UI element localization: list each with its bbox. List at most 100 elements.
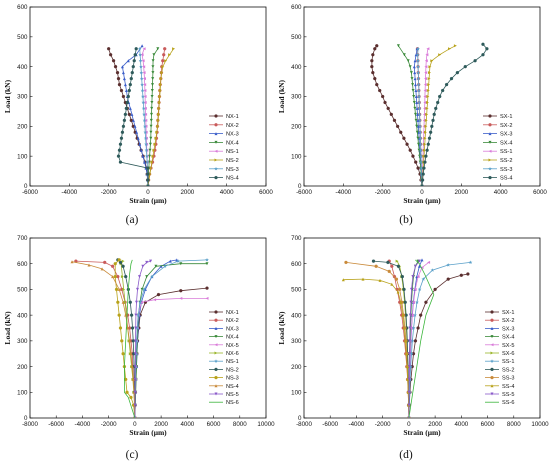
data-point-NS-4 — [130, 70, 134, 75]
data-point-NX-4 — [150, 95, 154, 98]
legend-marker — [488, 123, 492, 127]
data-point-NS-1 — [205, 257, 209, 262]
data-point-SX-5 — [412, 300, 416, 304]
data-point-SS-2 — [426, 101, 429, 104]
panel-caption: (b) — [399, 214, 413, 226]
data-point-NX-4 — [156, 47, 160, 51]
data-point-SS-1 — [426, 47, 430, 51]
data-point-NS-4 — [146, 166, 150, 170]
data-point-SX-3 — [415, 106, 419, 110]
data-point-NS-2 — [159, 83, 163, 87]
x-tick-label: 2000 — [428, 421, 442, 428]
data-point-NX-4 — [151, 83, 154, 87]
x-tick-label: 8000 — [233, 421, 247, 428]
data-point-SX-3 — [415, 101, 419, 104]
data-point-SS-2 — [423, 136, 427, 140]
data-point-SS-4 — [432, 112, 436, 117]
data-point-SX-3 — [416, 124, 420, 128]
data-point-NX-1 — [116, 76, 121, 81]
x-tick-label: -4000 — [335, 189, 351, 196]
series-line-SS-5 — [408, 260, 420, 418]
data-point-NX-4 — [150, 101, 154, 104]
data-point-SS-3 — [417, 106, 422, 110]
data-point-NX-4 — [152, 53, 156, 57]
data-point-NS-1 — [134, 338, 139, 343]
data-point-SS-3 — [418, 118, 422, 122]
data-point-SS-4 — [404, 352, 408, 356]
data-point-SS-4 — [431, 118, 435, 123]
data-point-NX-4 — [205, 262, 209, 266]
y-tick-label: 500 — [17, 34, 28, 41]
series-line-SX-1 — [408, 273, 468, 418]
x-tick-label: 10000 — [531, 421, 549, 428]
data-point-SS-5 — [407, 352, 411, 356]
data-point-NX-6 — [121, 259, 125, 263]
data-point-SS-1 — [423, 89, 427, 92]
legend-label: SX-3 — [500, 132, 512, 138]
data-point-SX-3 — [416, 112, 419, 116]
data-point-NS-3 — [120, 339, 124, 343]
data-point-NX-5 — [139, 300, 143, 304]
legend-label: SX-2 — [500, 123, 512, 129]
data-point-SS-3 — [419, 148, 423, 152]
data-point-SS-1 — [421, 277, 426, 281]
data-point-SS-2 — [422, 148, 426, 152]
data-point-NS-1 — [143, 89, 147, 92]
data-point-NS-2 — [149, 166, 153, 170]
data-point-SS-3 — [417, 112, 422, 116]
data-point-SS-3 — [416, 76, 421, 81]
legend-marker — [214, 318, 218, 322]
legend-marker — [214, 367, 218, 372]
data-point-NS-4 — [123, 112, 128, 117]
x-tick-label: -2000 — [101, 189, 117, 196]
legend-marker — [214, 384, 218, 388]
data-point-SX-1 — [419, 313, 423, 317]
data-point-SS-3 — [419, 154, 423, 158]
legend-marker — [214, 359, 218, 363]
data-point-SX-1 — [408, 148, 412, 152]
legend-marker — [488, 149, 492, 153]
data-point-NS-3 — [118, 326, 123, 330]
data-point-NS-1 — [141, 59, 145, 63]
x-axis-label: Strain (μm) — [129, 196, 167, 205]
legend-marker — [214, 351, 218, 355]
data-point-SX-5 — [413, 287, 417, 291]
data-point-SS-1 — [423, 95, 427, 98]
y-tick-label: 200 — [17, 124, 28, 131]
data-point-SS-5 — [408, 326, 412, 330]
data-point-NS-4 — [131, 65, 135, 69]
data-point-NX-1 — [179, 289, 183, 293]
data-point-NS-2 — [160, 71, 164, 75]
data-point-NX-3 — [143, 160, 146, 164]
y-tick-label: 400 — [17, 312, 28, 319]
data-point-SS-4 — [429, 130, 433, 134]
legend-marker — [488, 114, 492, 118]
data-point-NX-3 — [124, 89, 128, 92]
data-point-SS-4 — [403, 339, 407, 343]
data-point-SX-4 — [413, 106, 417, 110]
data-point-SS-2 — [448, 47, 451, 51]
data-point-NS-4 — [124, 106, 129, 111]
legend-label: NS-3 — [226, 376, 239, 382]
data-point-SS-2 — [426, 89, 430, 92]
data-point-SX-1 — [399, 130, 403, 134]
legend-label: NS-1 — [226, 149, 239, 155]
data-point-SX-1 — [402, 136, 406, 140]
data-point-SS-4 — [425, 148, 429, 152]
data-point-SS-1 — [424, 59, 428, 63]
data-point-SS-5 — [413, 264, 417, 268]
data-point-NS-2 — [121, 264, 125, 268]
data-point-SX-5 — [416, 275, 420, 279]
legend: NX-1 NX-2 NX-3 NX-4 NS-1 NS-2 NS-3 NS-4 — [209, 114, 239, 182]
chart-panel-3: -8000 -6000 -4000 -2000 0 2000 4000 6000 8000 100… — [3, 235, 275, 461]
legend-label: SX-6 — [502, 351, 514, 357]
data-point-SS-1 — [422, 112, 426, 116]
data-point-SX-1 — [378, 88, 382, 93]
data-point-NS-5 — [145, 260, 149, 264]
x-tick-label: 4000 — [454, 421, 468, 428]
data-point-NX-2 — [110, 264, 115, 268]
data-point-SS-2 — [438, 53, 442, 57]
x-tick-label: -8000 — [22, 421, 38, 428]
data-point-SX-1 — [416, 326, 420, 330]
data-point-NX-4 — [151, 77, 155, 81]
